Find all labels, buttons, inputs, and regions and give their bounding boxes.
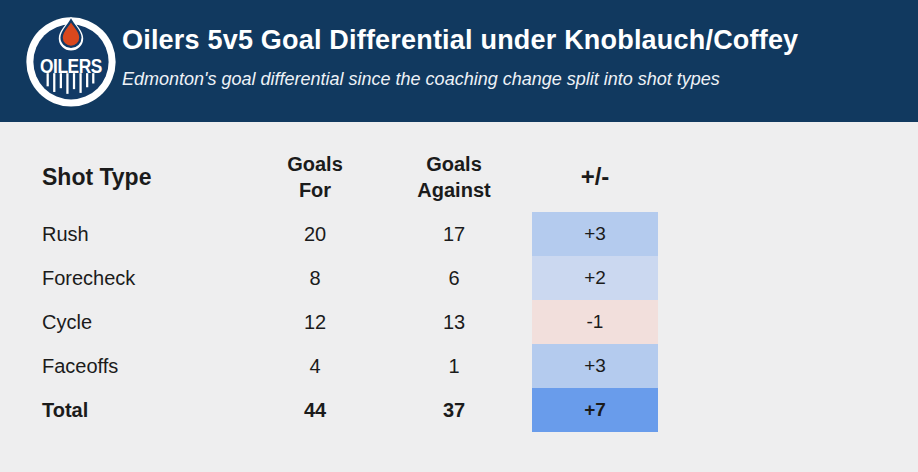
shot-type-cell: Cycle bbox=[42, 311, 242, 334]
table-row-cycle: Cycle1213 -1 bbox=[42, 300, 918, 344]
goals-against-cell: 1 bbox=[388, 355, 520, 378]
plus-minus-cell: +7 bbox=[532, 388, 658, 432]
table-row-faceoffs: Faceoffs41 +3 bbox=[42, 344, 918, 388]
page: OILERS Oilers 5v5 Goal Differential unde… bbox=[0, 0, 918, 472]
header-banner: OILERS Oilers 5v5 Goal Differential unde… bbox=[0, 0, 918, 122]
table-header-row: Shot Type Goals For Goals Against +/- bbox=[42, 142, 918, 212]
page-title: Oilers 5v5 Goal Differential under Knobl… bbox=[122, 24, 908, 56]
goals-for-cell: 12 bbox=[242, 311, 388, 334]
page-subtitle: Edmonton's goal differential since the c… bbox=[122, 69, 908, 90]
goals-against-cell: 37 bbox=[388, 399, 520, 422]
shot-type-cell: Faceoffs bbox=[42, 355, 242, 378]
goals-against-cell: 6 bbox=[388, 267, 520, 290]
table-row-forecheck: Forecheck86 +2 bbox=[42, 256, 918, 300]
goals-against-cell: 13 bbox=[388, 311, 520, 334]
plus-minus-cell: -1 bbox=[532, 300, 658, 344]
column-header-goals-against: Goals Against bbox=[388, 151, 520, 203]
header-text-block: Oilers 5v5 Goal Differential under Knobl… bbox=[122, 0, 908, 122]
shot-type-cell: Total bbox=[42, 399, 242, 422]
plus-minus-cell: +3 bbox=[532, 344, 658, 388]
goals-for-cell: 8 bbox=[242, 267, 388, 290]
table-row-rush: Rush2017 +3 bbox=[42, 212, 918, 256]
plus-minus-cell: +2 bbox=[532, 256, 658, 300]
goal-differential-table: Shot Type Goals For Goals Against +/- Ru… bbox=[0, 122, 918, 432]
column-header-plus-minus: +/- bbox=[532, 163, 658, 191]
shot-type-cell: Rush bbox=[42, 223, 242, 246]
plus-minus-cell: +3 bbox=[532, 212, 658, 256]
column-header-goals-for: Goals For bbox=[242, 151, 388, 203]
oilers-logo: OILERS bbox=[24, 13, 118, 107]
column-header-shot-type: Shot Type bbox=[42, 164, 242, 191]
goals-for-cell: 20 bbox=[242, 223, 388, 246]
table-body: Rush2017+3Forecheck86+2Cycle1213-1Faceof… bbox=[42, 212, 918, 432]
table-row-total: Total4437 +7 bbox=[42, 388, 918, 432]
goals-for-cell: 44 bbox=[242, 399, 388, 422]
goals-for-cell: 4 bbox=[242, 355, 388, 378]
shot-type-cell: Forecheck bbox=[42, 267, 242, 290]
goals-against-cell: 17 bbox=[388, 223, 520, 246]
